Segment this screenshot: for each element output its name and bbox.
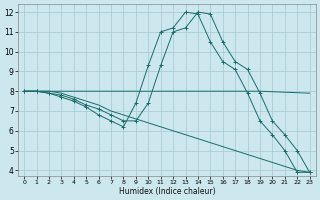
X-axis label: Humidex (Indice chaleur): Humidex (Indice chaleur) bbox=[119, 187, 215, 196]
